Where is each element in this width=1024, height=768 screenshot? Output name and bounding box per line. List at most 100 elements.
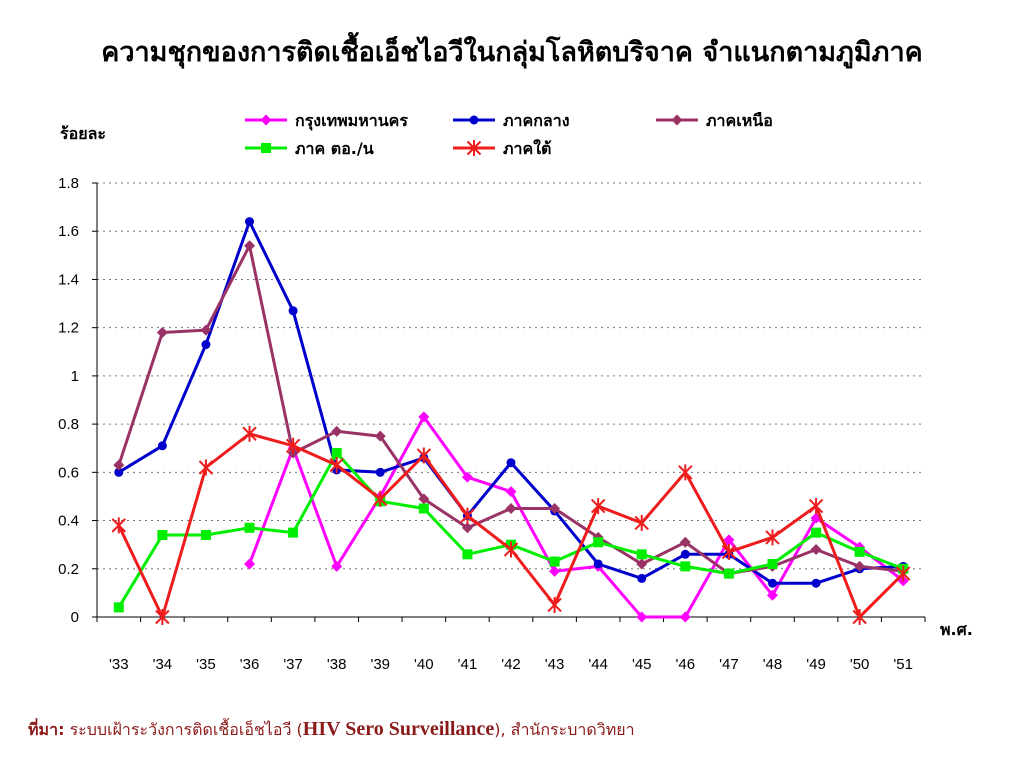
- series-5-point: [242, 425, 257, 442]
- x-axis-label: พ.ศ.: [940, 620, 973, 639]
- series-5-point: [896, 565, 911, 582]
- series-4-point: [854, 546, 865, 557]
- series-4-point: [418, 503, 429, 514]
- x-tick-label: '33: [109, 656, 129, 673]
- legend-item-4-marker: [261, 143, 271, 153]
- series-4-point: [593, 537, 604, 548]
- x-tick-label: '39: [370, 656, 390, 673]
- series-3-point: [331, 425, 343, 437]
- y-tick-label: 0.8: [58, 416, 79, 433]
- x-tick-label: '42: [501, 656, 521, 673]
- series-5-point: [111, 517, 126, 534]
- y-tick-label: 1: [71, 368, 79, 385]
- series-5-point: [155, 609, 170, 625]
- legend-item-5-label: ภาคใต้: [503, 139, 551, 158]
- series-5-point: [285, 437, 301, 454]
- x-tick-label: '45: [632, 656, 652, 673]
- series-1-point: [244, 558, 256, 570]
- series-5-point: [765, 529, 780, 546]
- series-4-point: [723, 568, 734, 579]
- series-3-point: [113, 459, 125, 471]
- series-4-point: [549, 556, 560, 567]
- series-5-point: [590, 498, 606, 515]
- series-3-point: [374, 430, 386, 442]
- y-tick-label: 0: [71, 609, 79, 626]
- x-tick-label: '50: [850, 656, 870, 673]
- series-1-point: [549, 565, 561, 577]
- series-2-point: [245, 217, 255, 227]
- series-4-point: [244, 522, 255, 533]
- series-2-point: [114, 467, 124, 477]
- series-4-point: [113, 602, 124, 613]
- series-3-point: [505, 503, 517, 514]
- source-text-thai: ระบบเฝ้าระวังการติดเชื้อเอ็ชไอวี (: [64, 720, 303, 739]
- series-5-point: [808, 498, 824, 515]
- series-5-point: [373, 490, 388, 507]
- series-3-point: [418, 493, 430, 505]
- series-2-point: [201, 340, 211, 350]
- series-4-point: [636, 549, 647, 560]
- series-3-point: [156, 326, 168, 338]
- legend-item-4-label: ภาค ตอ./น: [295, 139, 374, 158]
- y-tick-label: 1.2: [58, 320, 79, 337]
- x-tick-label: '51: [893, 656, 913, 673]
- series-5-point: [460, 507, 475, 524]
- x-tick-label: '46: [676, 656, 696, 673]
- series-2-point: [288, 306, 298, 316]
- x-tick-label: '35: [196, 656, 216, 673]
- series-3-point: [679, 536, 691, 548]
- x-tick-label: '36: [240, 656, 260, 673]
- series-3-point: [200, 324, 212, 336]
- x-tick-label: '41: [458, 656, 478, 673]
- x-tick-label: '38: [327, 656, 347, 673]
- series-5-point: [634, 514, 649, 531]
- series-1-point: [461, 471, 473, 483]
- x-tick-label: '49: [806, 656, 826, 673]
- x-tick-label: '40: [414, 656, 434, 673]
- series-3-point: [244, 240, 256, 252]
- source-text-tail: ), สำนักระบาดวิทยา: [494, 720, 635, 739]
- series-1-point: [723, 534, 735, 546]
- source-text-english: HIV Sero Surveillance: [302, 718, 495, 740]
- chart-title: ความชุกของการติดเชื้อเอ็ชไอวีในกลุ่มโลหิ…: [101, 37, 923, 68]
- series-5-point: [416, 447, 432, 464]
- series-1-point: [766, 589, 778, 601]
- y-tick-label: 1.4: [58, 271, 79, 288]
- legend-item-3-marker: [671, 114, 683, 126]
- x-tick-label: '48: [763, 656, 783, 673]
- x-tick-label: '37: [283, 656, 303, 673]
- y-tick-label: 0.4: [58, 513, 79, 530]
- source-note: ที่มา: ระบบเฝ้าระวังการติดเชื้อเอ็ชไอวี …: [28, 718, 635, 743]
- x-tick-label: '47: [719, 656, 739, 673]
- series-2-point: [375, 467, 385, 477]
- series-4-point: [331, 448, 342, 459]
- source-label: ที่มา:: [28, 720, 65, 739]
- series-1-point: [636, 611, 648, 623]
- series-1-line: [248, 415, 905, 619]
- legend-item-3-label: ภาคเหนือ: [706, 111, 773, 130]
- legend-item-1-marker: [260, 114, 272, 126]
- series-5-point: [678, 464, 693, 481]
- x-tick-label: '43: [545, 656, 565, 673]
- series-1-point: [418, 411, 430, 423]
- x-tick-label: '44: [588, 656, 608, 673]
- series-3-point: [461, 522, 473, 534]
- legend-item-2-label: ภาคกลาง: [503, 111, 570, 130]
- series-1-point: [505, 486, 517, 498]
- series-4-point: [811, 527, 822, 538]
- y-tick-label: 1.6: [58, 223, 79, 240]
- series-5-point: [547, 596, 562, 613]
- series-2-point: [157, 441, 167, 451]
- y-tick-label: 0.2: [58, 561, 79, 578]
- legend-item-5-marker: [466, 140, 482, 156]
- legend-item-2-marker: [469, 115, 479, 125]
- series-4-point: [462, 549, 473, 560]
- series-3-point: [854, 560, 866, 572]
- series-2-point: [637, 573, 647, 583]
- series-5-point: [721, 543, 737, 560]
- series-5-point: [329, 457, 344, 474]
- series-1-point: [331, 560, 343, 572]
- series-2-point: [593, 559, 603, 569]
- series-4-point: [200, 530, 211, 541]
